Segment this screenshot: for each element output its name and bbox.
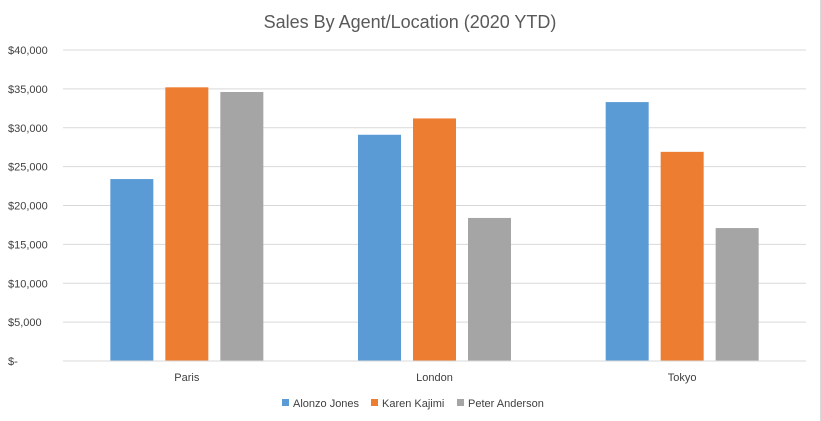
- y-tick-label: $-: [8, 356, 18, 368]
- y-tick-label: $15,000: [8, 239, 48, 251]
- y-tick-label: $30,000: [8, 123, 48, 135]
- legend-swatch: [457, 399, 464, 406]
- chart-title: Sales By Agent/Location (2020 YTD): [264, 12, 557, 32]
- y-tick-label: $10,000: [8, 278, 48, 290]
- bar-karen-kajimi-tokyo: [660, 151, 704, 361]
- y-axis-tick-labels: $- $5,000 $10,000 $15,000 $20,000 $25,000 $30,…: [8, 45, 48, 368]
- bars: [110, 87, 759, 362]
- x-axis-tick-labels: Paris London Tokyo: [174, 372, 696, 384]
- bar-alonzo-jones-paris: [110, 179, 154, 361]
- y-tick-label: $40,000: [8, 45, 48, 57]
- bar-peter-anderson-paris: [220, 91, 264, 362]
- x-tick-label: London: [416, 372, 453, 384]
- legend-label: Karen Kajimi: [382, 398, 444, 410]
- legend-swatch: [371, 399, 378, 406]
- x-tick-label: Tokyo: [668, 372, 697, 384]
- y-tick-label: $25,000: [8, 162, 48, 174]
- bar-peter-anderson-tokyo: [715, 228, 759, 361]
- bar-peter-anderson-london: [468, 217, 511, 361]
- legend-label: Alonzo Jones: [293, 398, 360, 410]
- legend-label: Peter Anderson: [468, 398, 544, 410]
- y-tick-label: $35,000: [8, 84, 48, 96]
- bar-karen-kajimi-paris: [165, 87, 209, 361]
- y-tick-label: $5,000: [8, 317, 42, 329]
- x-tick-label: Paris: [174, 372, 200, 384]
- bar-alonzo-jones-tokyo: [605, 102, 649, 361]
- bar-alonzo-jones-london: [358, 134, 401, 361]
- legend: Alonzo Jones Karen Kajimi Peter Anderson: [282, 398, 544, 410]
- y-tick-label: $20,000: [8, 201, 48, 213]
- legend-swatch: [282, 399, 289, 406]
- bar-karen-kajimi-london: [413, 118, 456, 361]
